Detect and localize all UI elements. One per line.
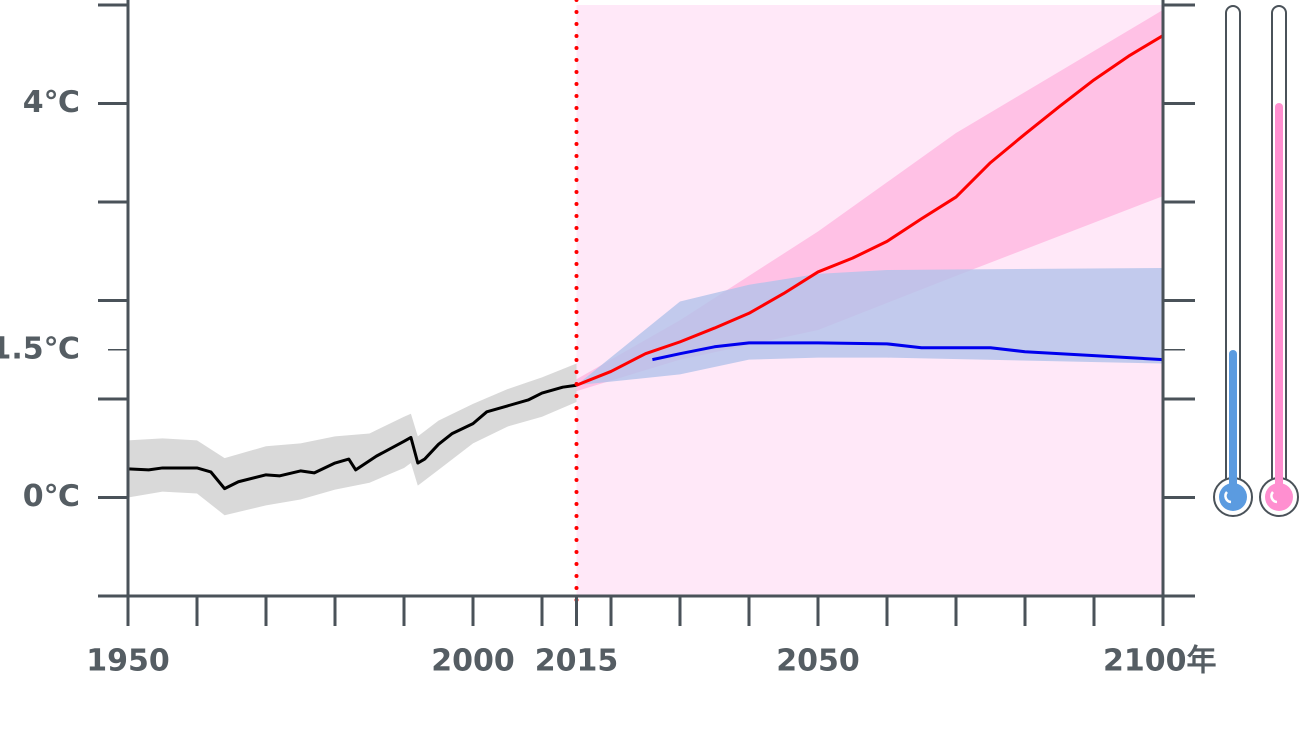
x-tick-label: 2100年 xyxy=(1103,644,1217,679)
uncertainty-band xyxy=(576,267,1163,386)
x-tick-label: 2000 xyxy=(431,644,515,679)
uncertainty-band xyxy=(128,363,577,516)
y-tick-label: 1.5℃ xyxy=(0,331,80,366)
y-tick-label: 0℃ xyxy=(23,479,80,514)
plot-area xyxy=(98,0,1195,626)
y-tick-label: 4℃ xyxy=(23,85,80,120)
line xyxy=(652,341,1164,362)
x-tick-label: 1950 xyxy=(86,644,170,679)
thermometer-blue xyxy=(1213,5,1253,517)
line xyxy=(575,34,1164,387)
x-tick-label: 2015 xyxy=(535,644,619,679)
x-tick-label: 2050 xyxy=(776,644,860,679)
line xyxy=(127,383,577,491)
thermometer-pink xyxy=(1259,5,1299,517)
